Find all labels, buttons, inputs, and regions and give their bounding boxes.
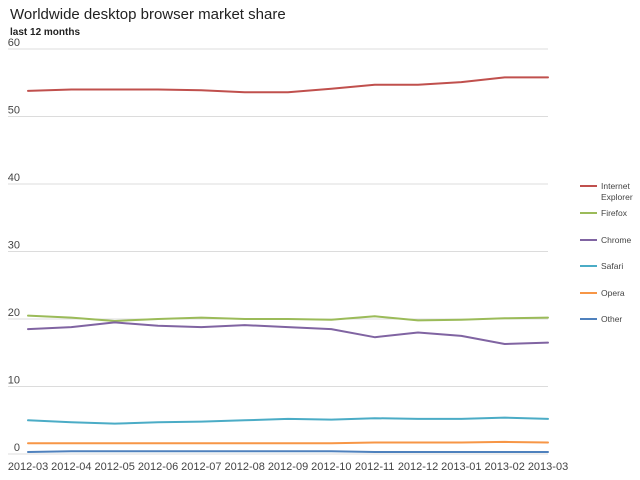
series-line-opera: [27, 440, 549, 445]
y-tick-label: 40: [8, 172, 20, 184]
y-tick-label: 20: [8, 307, 20, 319]
y-tick-label: 30: [8, 240, 20, 252]
legend-label: Chrome: [601, 235, 632, 245]
legend-label: Opera: [601, 288, 625, 298]
x-tick-label: 2013-02: [484, 461, 524, 473]
legend-label: Firefox: [601, 208, 628, 218]
y-axis-ticks: 0 10 20 30 40 50 60: [8, 37, 20, 454]
series-line-firefox: [27, 314, 549, 322]
x-tick-label: 2012-12: [398, 461, 438, 473]
legend-label: Explorer: [601, 192, 633, 202]
series-line-safari: [27, 416, 549, 425]
y-tick-label: 0: [14, 442, 20, 454]
legend-label: Safari: [601, 261, 623, 271]
x-tick-label: 2013-01: [441, 461, 481, 473]
x-tick-label: 2012-06: [138, 461, 178, 473]
x-tick-label: 2012-09: [268, 461, 308, 473]
series-line-internet-explorer: [27, 76, 549, 94]
y-tick-label: 10: [8, 375, 20, 387]
chart-title: Worldwide desktop browser market share: [10, 6, 286, 23]
x-tick-label: 2013-03: [528, 461, 568, 473]
x-tick-label: 2012-03: [8, 461, 48, 473]
series-lines: [27, 76, 549, 453]
series-line-chrome: [27, 321, 549, 345]
x-axis-ticks: 2012-03 2012-04 2012-05 2012-06 2012-07 2012-…: [8, 461, 568, 473]
y-tick-label: 50: [8, 105, 20, 117]
x-tick-label: 2012-10: [311, 461, 351, 473]
y-tick-label: 60: [8, 37, 20, 49]
series-line-other: [27, 450, 549, 453]
chart-subtitle: last 12 months: [10, 27, 81, 38]
legend-label: Internet: [601, 181, 630, 191]
x-tick-label: 2012-05: [94, 461, 134, 473]
x-tick-label: 2012-11: [355, 461, 395, 473]
x-tick-label: 2012-04: [51, 461, 91, 473]
grid-lines: [8, 48, 548, 455]
legend-label: Other: [601, 314, 622, 324]
x-tick-label: 2012-07: [181, 461, 221, 473]
x-tick-label: 2012-08: [224, 461, 264, 473]
